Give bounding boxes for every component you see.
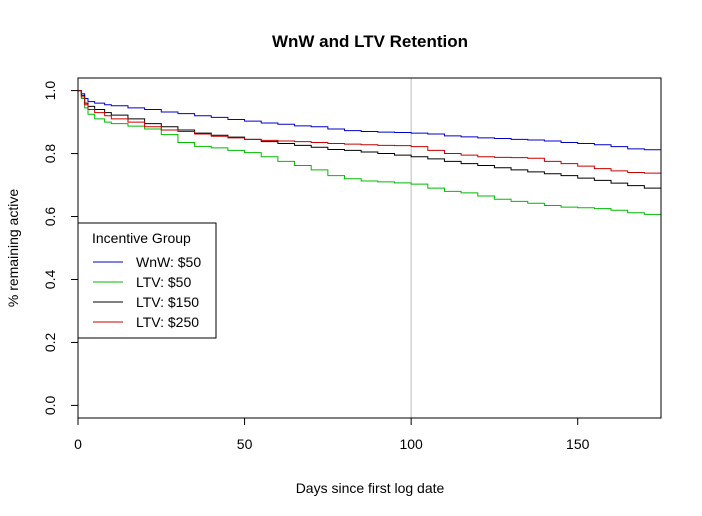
legend-title: Incentive Group [92, 230, 191, 246]
legend-label-2: LTV: $150 [136, 294, 199, 310]
x-tick-label: 100 [399, 436, 423, 452]
series-line-1 [78, 90, 661, 215]
legend-box [77, 222, 217, 339]
series-group [78, 90, 661, 215]
y-axis-label: % remaining active [5, 189, 21, 307]
y-tick-label: 0.6 [42, 207, 58, 227]
x-tick-label: 150 [566, 436, 590, 452]
y-tick-label: 0.0 [42, 395, 58, 415]
chart-title: WnW and LTV Retention [272, 32, 468, 51]
x-tick-label: 0 [74, 436, 82, 452]
legend-label-1: LTV: $50 [136, 274, 191, 290]
y-tick-label: 0.2 [42, 333, 58, 353]
x-axis: 0 50 100 150 [74, 418, 590, 452]
y-tick-label: 1.0 [42, 81, 58, 101]
legend: Incentive Group WnW: $50 LTV: $50 LTV: $15… [77, 222, 217, 339]
y-axis: 0.0 0.2 0.4 0.6 0.8 1.0 [42, 81, 78, 415]
legend-label-0: WnW: $50 [136, 254, 201, 270]
y-tick-label: 0.8 [42, 144, 58, 164]
series-line-2 [78, 90, 661, 190]
series-line-3 [78, 90, 661, 175]
series-line-0 [78, 90, 661, 151]
legend-label-3: LTV: $250 [136, 314, 199, 330]
x-axis-label: Days since first log date [296, 480, 445, 496]
y-tick-label: 0.4 [42, 270, 58, 290]
x-tick-label: 50 [237, 436, 253, 452]
